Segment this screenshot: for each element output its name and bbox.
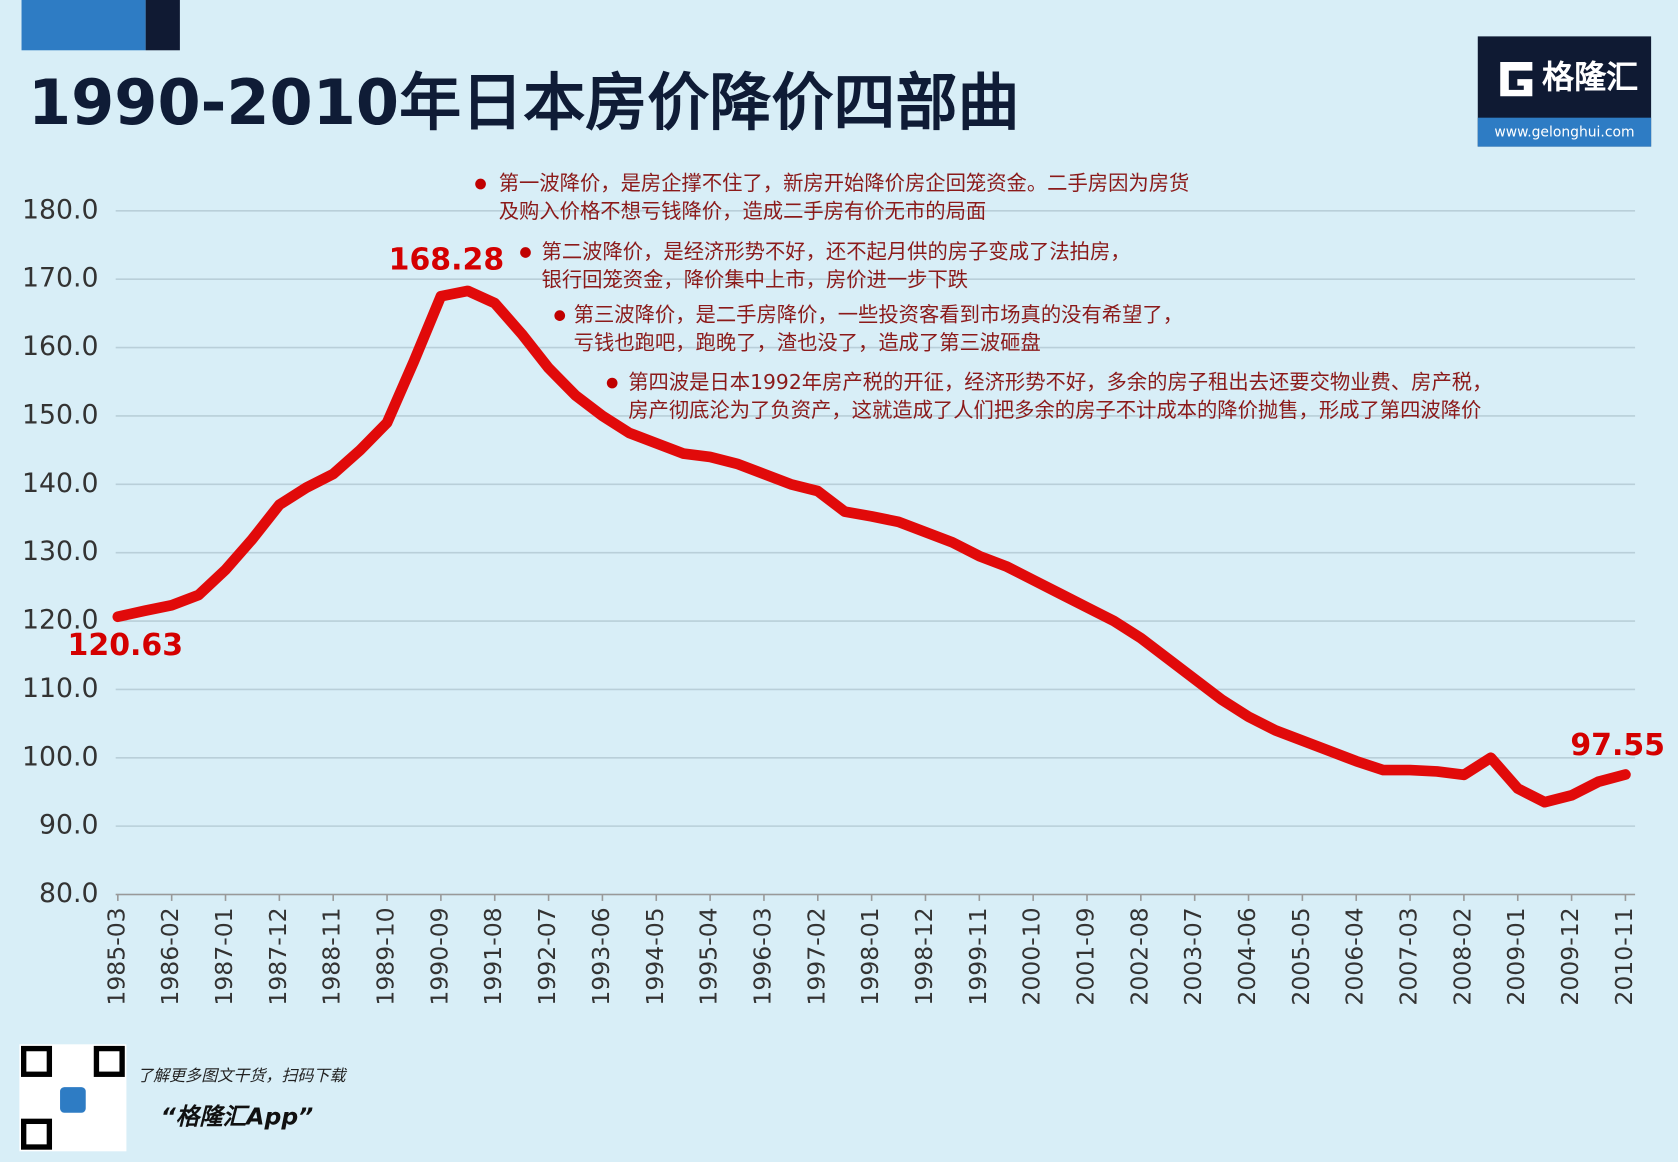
x-tick-label: 1991-08 (479, 907, 507, 1005)
x-tick-label: 2009-12 (1556, 907, 1584, 1005)
annotation-bullet (606, 377, 618, 389)
qr-finder (93, 1045, 125, 1077)
x-tick-label: 1999-11 (964, 907, 992, 1005)
y-tick-label: 80.0 (39, 878, 99, 909)
y-tick-label: 150.0 (22, 399, 99, 430)
y-tick-label: 90.0 (39, 810, 99, 841)
y-tick-label: 160.0 (22, 331, 99, 362)
x-tick-label: 2008-02 (1448, 907, 1476, 1005)
annotation-bullet (520, 247, 531, 258)
x-tick-label: 1995-04 (695, 907, 723, 1005)
x-tick-label: 1998-01 (856, 907, 884, 1005)
x-tick-label: 1993-06 (587, 907, 615, 1005)
annotation-text: 亏钱也跑吧，跑晚了，渣也没了，造成了第三波砸盘 (574, 330, 1041, 354)
qr-finder (20, 1118, 53, 1150)
promo-app: “格隆汇App” (161, 1103, 314, 1131)
value-label: 168.28 (389, 242, 505, 277)
annotation-text: 第三波降价，是二手房降价，一些投资客看到市场真的没有希望了， (574, 303, 1183, 327)
x-tick-label: 2007-03 (1395, 907, 1423, 1005)
annotation-text: 第一波降价，是房企撑不住了，新房开始降价房企回笼资金。二手房因为房货 (499, 171, 1190, 195)
x-tick-label: 2009-01 (1502, 907, 1530, 1005)
logo-icon (1500, 62, 1533, 97)
x-tick-label: 1990-09 (425, 907, 453, 1005)
x-tick-label: 1996-03 (748, 907, 776, 1005)
y-tick-label: 120.0 (22, 605, 99, 636)
x-tick-label: 1987-01 (210, 907, 238, 1005)
promo-text: 了解更多图文干货，扫码下载 (137, 1066, 347, 1085)
y-tick-label: 110.0 (22, 673, 99, 704)
y-tick-label: 180.0 (22, 194, 99, 225)
x-tick-label: 2005-05 (1287, 907, 1315, 1005)
x-tick-label: 1994-05 (641, 907, 669, 1005)
y-tick-label: 130.0 (22, 536, 99, 567)
logo-name: 格隆汇 (1542, 58, 1638, 96)
header-block (21, 0, 146, 51)
x-tick-label: 2004-06 (1233, 907, 1261, 1005)
x-tick-label: 1997-02 (802, 907, 830, 1005)
annotation-text: 及购入价格不想亏钱降价，造成二手房有价无市的局面 (499, 199, 987, 223)
annotation-text: 房产彻底沦为了负资产，这就造成了人们把多余的房子不计成本的降价抛售，形成了第四波… (628, 398, 1481, 422)
x-tick-label: 2000-10 (1018, 907, 1046, 1005)
y-tick-label: 140.0 (22, 468, 99, 499)
value-label: 120.63 (68, 628, 184, 663)
y-tick-label: 170.0 (22, 263, 99, 294)
logo-url: www.gelonghui.com (1494, 125, 1634, 141)
x-tick-label: 1989-10 (372, 907, 400, 1005)
x-tick-label: 2010-11 (1610, 907, 1638, 1005)
x-tick-label: 1988-11 (318, 907, 346, 1005)
x-tick-label: 1987-12 (264, 907, 292, 1005)
annotation-bullet (554, 310, 566, 321)
x-tick-label: 1992-07 (533, 907, 561, 1005)
logo: 格隆汇 www.gelonghui.com (1477, 36, 1652, 147)
chart-title: 1990-2010年日本房价降价四部曲 (28, 66, 1020, 139)
logo-strip (1477, 117, 1652, 147)
line (112, 285, 1631, 808)
annotation-text: 第二波降价，是经济形势不好，还不起月供的房子变成了法拍房， (542, 240, 1131, 264)
value-label: 97.55 (1570, 728, 1665, 763)
x-tick-label: 2006-04 (1341, 907, 1369, 1005)
annotation-bullet (475, 178, 486, 190)
qr-code (19, 1044, 127, 1152)
qr-finder (20, 1045, 53, 1077)
x-tick-label: 1998-12 (910, 907, 938, 1005)
x-tick-label: 2002-08 (1125, 907, 1153, 1005)
qr-logo (60, 1087, 86, 1113)
x-tick-label: 1986-02 (156, 907, 184, 1005)
x-tick-label: 2003-07 (1179, 907, 1207, 1005)
x-tick-label: 1985-03 (102, 907, 130, 1005)
annotation-text: 银行回笼资金，降价集中上市，房价进一步下跌 (542, 267, 969, 291)
x-tick-label: 2001-09 (1072, 907, 1100, 1005)
y-tick-label: 100.0 (22, 741, 99, 772)
annotation-text: 第四波是日本1992年房产税的开征，经济形势不好，多余的房子租出去还要交物业费、… (628, 370, 1492, 394)
header-block (145, 0, 180, 51)
